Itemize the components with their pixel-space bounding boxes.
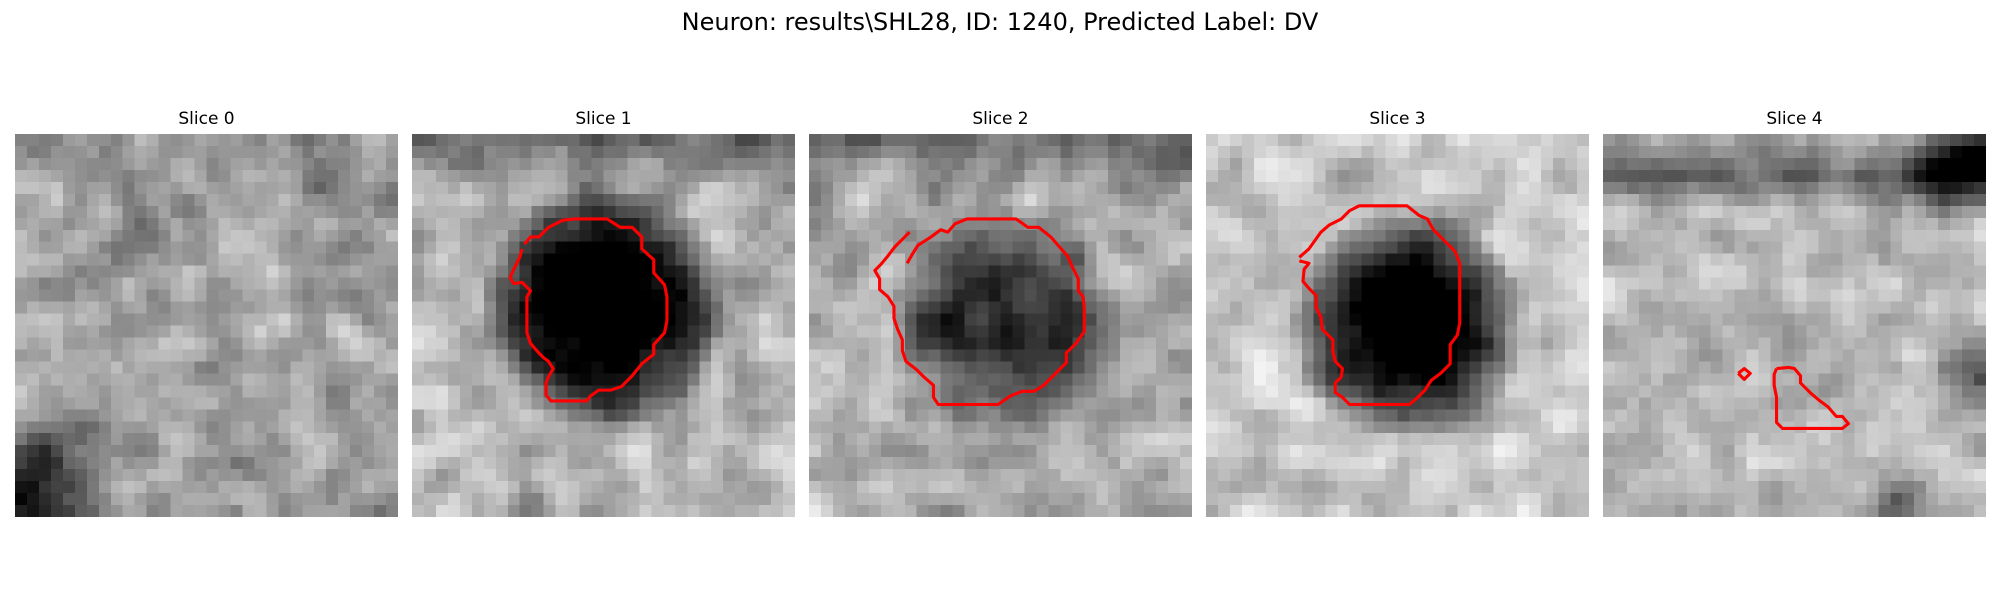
segmentation-contour [1298,204,1462,407]
slice-title: Slice 3 [1369,109,1426,129]
pixel-grid [412,134,795,517]
slice-image [809,134,1192,517]
slice-panel-4: Slice 4 [1603,108,1986,517]
figure-title: Neuron: results\SHL28, ID: 1240, Predict… [681,8,1319,36]
segmentation-contour [1772,365,1850,430]
slice-image [1603,134,1986,517]
slice-title: Slice 2 [972,109,1029,129]
slice-image [15,134,398,517]
slice-panel-3: Slice 3 [1206,108,1589,517]
pixel-grid [15,134,398,517]
slice-image [1206,134,1589,517]
slice-title: Slice 4 [1766,109,1823,129]
segmentation-contour [508,217,669,403]
slice-image [412,134,795,517]
segmentation-contour [873,217,1086,407]
slice-panel-0: Slice 0 [15,108,398,517]
pixel-grid [809,134,1192,517]
pixel-grid [1206,134,1589,517]
slice-title: Slice 0 [178,109,235,129]
slice-panel-1: Slice 1 [412,108,795,517]
pixel-grid [1603,134,1986,517]
segmentation-contour [1737,367,1752,381]
slice-panel-2: Slice 2 [809,108,1192,517]
slice-title: Slice 1 [575,109,632,129]
